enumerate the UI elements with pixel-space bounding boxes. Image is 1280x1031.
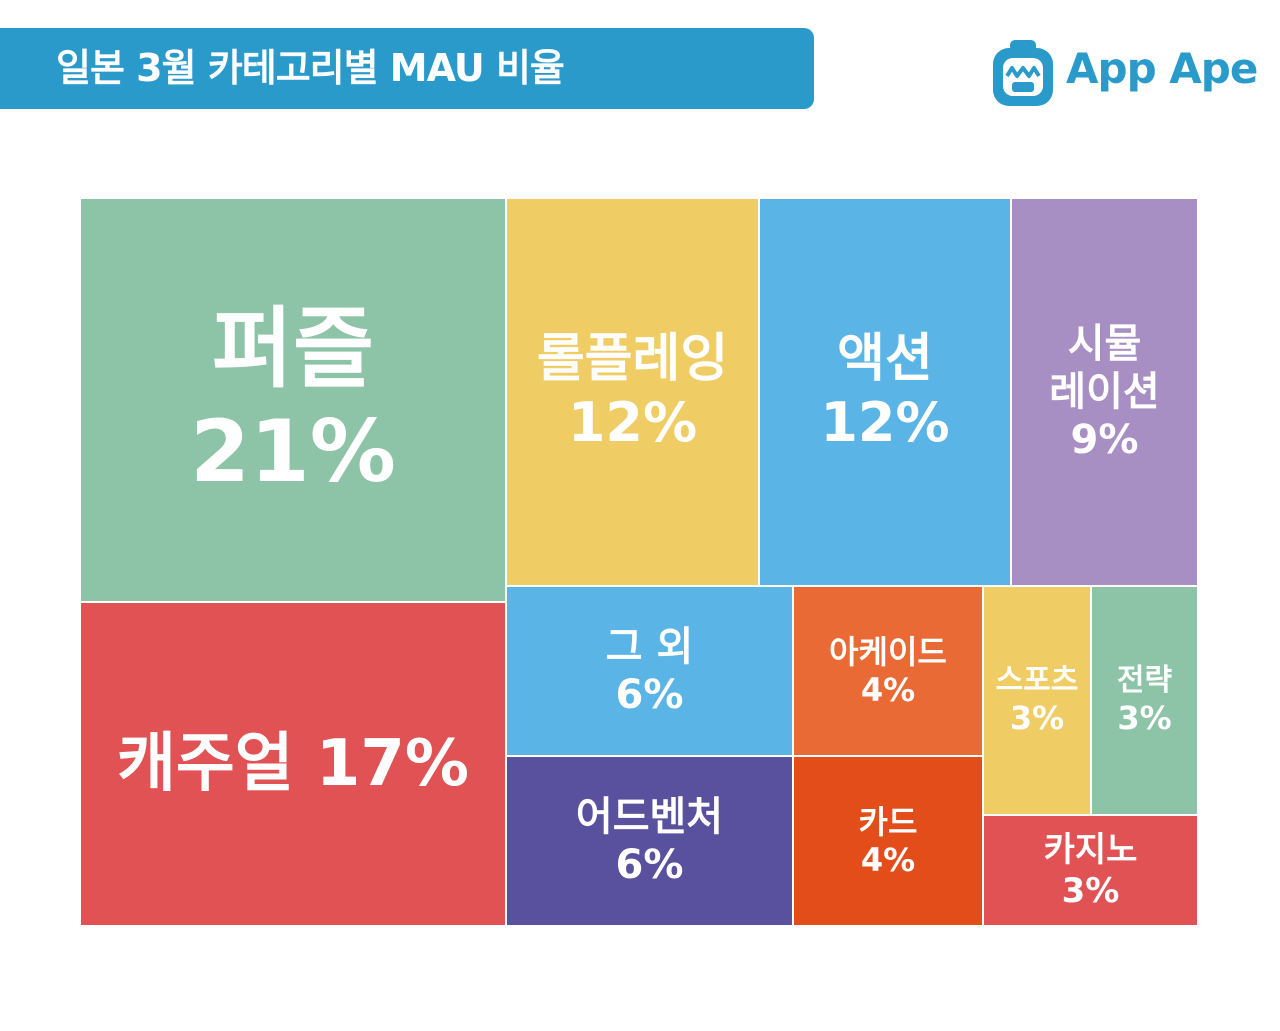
treemap-tile-7: 어드벤처 6% (506, 756, 793, 926)
tile-value: 12% (567, 390, 698, 454)
tile-label: 어드벤처 (575, 794, 724, 840)
treemap-tile-9: 카드 4% (793, 756, 983, 926)
tile-value: 3% (1061, 870, 1120, 911)
brand-name: App Ape (1066, 44, 1258, 93)
tile-value: 17% (315, 726, 470, 801)
treemap-tile-3: 롤플레잉 12% (506, 198, 759, 586)
tile-label: 액션 (837, 329, 933, 390)
tile-value: 21% (190, 402, 396, 503)
treemap-tile-10: 스포츠 3% (983, 586, 1091, 815)
title-banner: 일본 3월 카테고리별 MAU 비율 (0, 28, 814, 109)
tile-label: 카지노 (1043, 829, 1138, 870)
tile-label: 아케이드 (829, 632, 947, 671)
tile-value: 9% (1070, 417, 1139, 463)
tile-label: 캐주얼 (116, 726, 294, 801)
tile-label-line: 레이션 (1049, 369, 1160, 415)
tile-value: 3% (1009, 699, 1065, 738)
treemap-tile-11: 전략 3% (1091, 586, 1198, 815)
tile-label: 전략 (1116, 663, 1173, 699)
tile-value: 4% (860, 671, 916, 709)
treemap-tile-6: 그 외 6% (506, 586, 793, 756)
treemap-tile-2: 캐주얼 17% (80, 602, 506, 926)
tile-label: 카드 (858, 802, 918, 841)
tile-value: 6% (615, 842, 684, 888)
tile-label: 롤플레잉 (536, 329, 729, 390)
app-ape-logo-icon (993, 40, 1053, 106)
treemap-tile-1: 퍼즐 21% (80, 198, 506, 602)
treemap-tile-4: 액션 12% (759, 198, 1011, 586)
tile-label: 퍼즐 (212, 296, 374, 400)
treemap-tile-8: 아케이드 4% (793, 586, 983, 756)
tile-value: 4% (860, 841, 916, 879)
tile-value: 12% (820, 390, 950, 454)
tile-value: 6% (615, 672, 684, 718)
tile-label-line: 시뮬 (1067, 321, 1142, 367)
tile-label: 그 외 (605, 624, 694, 670)
treemap-tile-5: 시뮬 레이션 9% (1011, 198, 1198, 586)
tile-value: 3% (1117, 699, 1172, 738)
tile-label: 스포츠 (995, 663, 1079, 699)
brand-logo: App Ape (990, 36, 1258, 108)
chart-title: 일본 3월 카테고리별 MAU 비율 (56, 46, 565, 90)
treemap-tile-12: 카지노 3% (983, 815, 1198, 926)
